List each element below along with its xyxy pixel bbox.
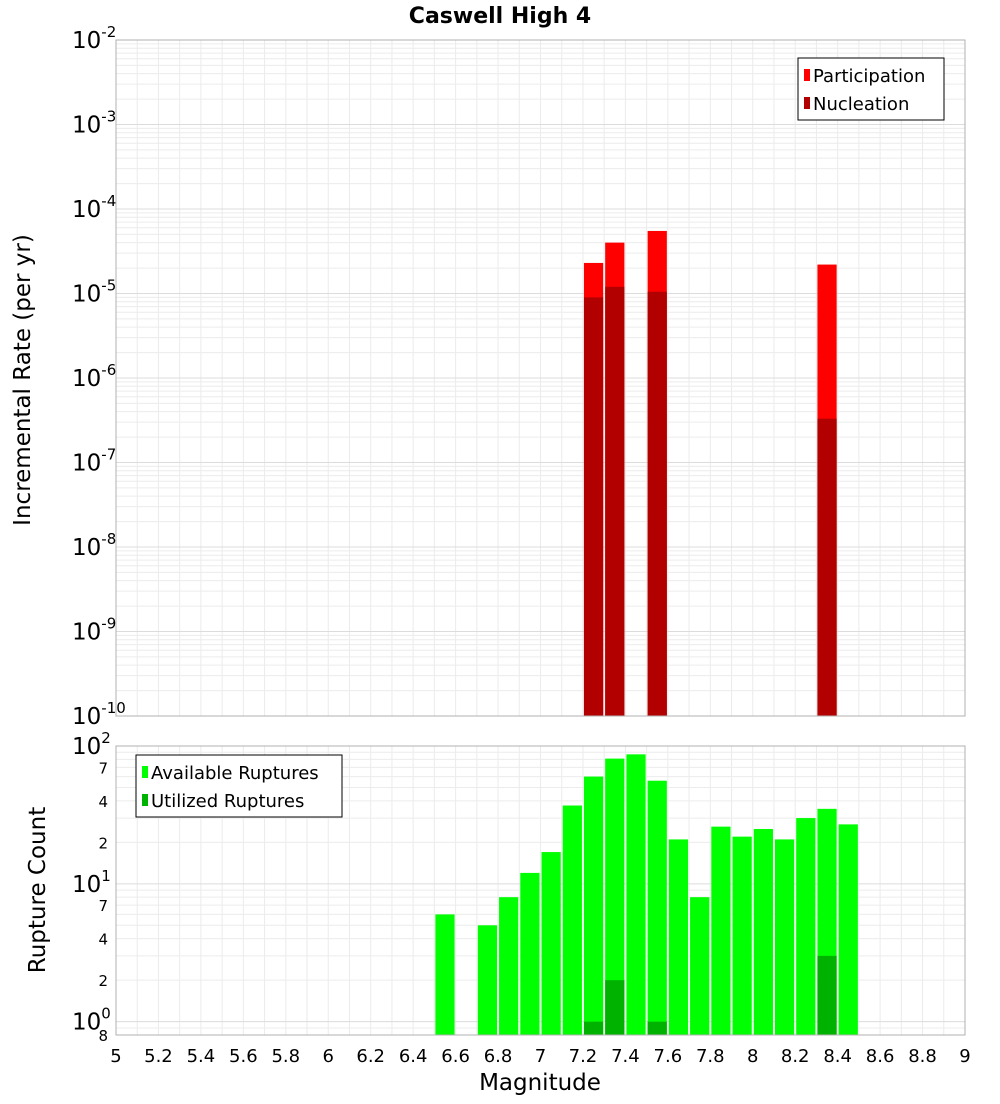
x-tick-label: 7 [535,1046,546,1067]
count-legend-box [135,754,343,818]
rate-bar-nucleation [817,418,837,716]
count-bar-available-ruptures [626,754,646,1035]
count-bar-utilized-ruptures [583,1021,604,1035]
rate-y-tick-exponent: -9 [101,615,116,633]
rate-y-tick-label: 10-2 [72,23,116,54]
x-tick-label: 6.8 [484,1046,513,1067]
rate-y-axis-label: Incremental Rate (per yr) [10,234,36,526]
rate-y-tick-exponent: -2 [101,23,116,41]
rate-legend: Participation Nucleation [797,57,945,121]
x-tick-label: 8 [747,1046,758,1067]
count-bar-available-ruptures [583,776,604,1035]
legend-swatch [804,69,810,81]
x-tick-label: 5.8 [271,1046,300,1067]
x-tick-label: 8.4 [823,1046,852,1067]
rate-y-tick-exponent: -5 [101,277,116,295]
rate-y-tick-label: 10-8 [72,530,116,561]
x-tick-label: 5.2 [144,1046,173,1067]
legend-label: Participation [813,66,925,87]
count-y-tick-label: 101 [72,867,111,898]
count-y-minor-label: 7 [98,759,108,777]
count-y-minor-label: 8 [98,1027,108,1045]
count-bar-available-ruptures [541,852,561,1035]
rate-y-tick-label: 10-6 [72,361,116,392]
count-y-tick-label: 102 [72,729,111,760]
legend-swatch [142,794,148,806]
rate-bar-nucleation [583,297,604,716]
rate-y-tick-label: 10-5 [72,277,116,308]
x-tick-label: 6.6 [441,1046,470,1067]
x-axis-label: Magnitude [479,1070,601,1096]
x-tick-label: 7.8 [696,1046,725,1067]
rate-y-tick-label: 10-4 [72,192,116,223]
count-bar-available-ruptures [477,925,498,1035]
count-bar-utilized-ruptures [817,955,837,1035]
count-bar-available-ruptures [435,914,455,1035]
x-tick-label: 6.2 [356,1046,385,1067]
count-bar-available-ruptures [753,828,773,1035]
x-tick-label: 8.2 [781,1046,810,1067]
count-y-minor-label: 4 [98,793,108,811]
count-y-minor-label: 2 [98,834,108,852]
x-tick-label: 5 [110,1046,121,1067]
x-tick-label: 8.8 [908,1046,937,1067]
count-y-tick-exponent: 2 [101,729,111,747]
count-bar-available-ruptures [838,824,858,1035]
x-tick-label: 7.6 [654,1046,683,1067]
count-y-tick-exponent: 1 [101,867,111,885]
rate-plot-frame [115,39,966,717]
legend-label: Available Ruptures [151,763,319,784]
x-tick-label: 6.4 [399,1046,428,1067]
rate-legend-box [797,57,945,121]
count-bar-available-ruptures [520,872,540,1035]
count-y-axis-label: Rupture Count [25,807,51,973]
chart-title: Caswell High 4 [409,4,591,29]
rate-y-tick-exponent: -8 [101,530,116,548]
rate-bar-nucleation [605,286,625,716]
rate-y-tick-label: 10-10 [72,699,126,730]
count-bar-available-ruptures [732,836,752,1035]
rate-y-tick-exponent: -7 [101,446,116,464]
legend-label: Utilized Ruptures [151,791,304,812]
legend-swatch [142,766,148,778]
count-y-minor-label: 4 [98,931,108,949]
x-tick-label: 7.2 [569,1046,598,1067]
count-bar-utilized-ruptures [647,1021,667,1035]
rate-y-tick-label: 10-9 [72,615,116,646]
rate-y-tick-label: 10-3 [72,108,116,139]
x-tick-label: 5.4 [187,1046,216,1067]
count-y-tick-exponent: 0 [101,1005,111,1023]
count-plot-frame [115,745,966,1036]
count-bar-available-ruptures [774,839,795,1035]
x-tick-label: 7.4 [611,1046,640,1067]
count-bar-available-ruptures [796,818,816,1035]
count-bar-utilized-ruptures [605,980,625,1035]
rate-y-tick-exponent: -4 [101,192,116,210]
count-bar-available-ruptures [668,839,689,1035]
count-bar-available-ruptures [605,758,625,1035]
count-y-minor-label: 7 [98,897,108,915]
x-tick-label: 9 [959,1046,970,1067]
rate-bar-nucleation [647,291,667,716]
count-bar-available-ruptures [562,805,582,1035]
count-bar-available-ruptures [690,897,710,1035]
count-bar-available-ruptures [711,826,731,1035]
legend-swatch [804,97,810,109]
rate-y-tick-exponent: -10 [101,699,126,717]
legend-label: Nucleation [813,94,909,115]
count-bar-available-ruptures [647,780,667,1035]
x-tick-label: 8.6 [866,1046,895,1067]
rate-y-tick-label: 10-7 [72,446,116,477]
x-tick-label: 6 [323,1046,334,1067]
rate-y-tick-exponent: -6 [101,361,116,379]
count-bar-available-ruptures [499,897,519,1035]
count-legend: Available Ruptures Utilized Ruptures [135,754,343,818]
count-y-minor-label: 2 [98,972,108,990]
x-tick-label: 5.6 [229,1046,258,1067]
rate-y-tick-exponent: -3 [101,108,116,126]
